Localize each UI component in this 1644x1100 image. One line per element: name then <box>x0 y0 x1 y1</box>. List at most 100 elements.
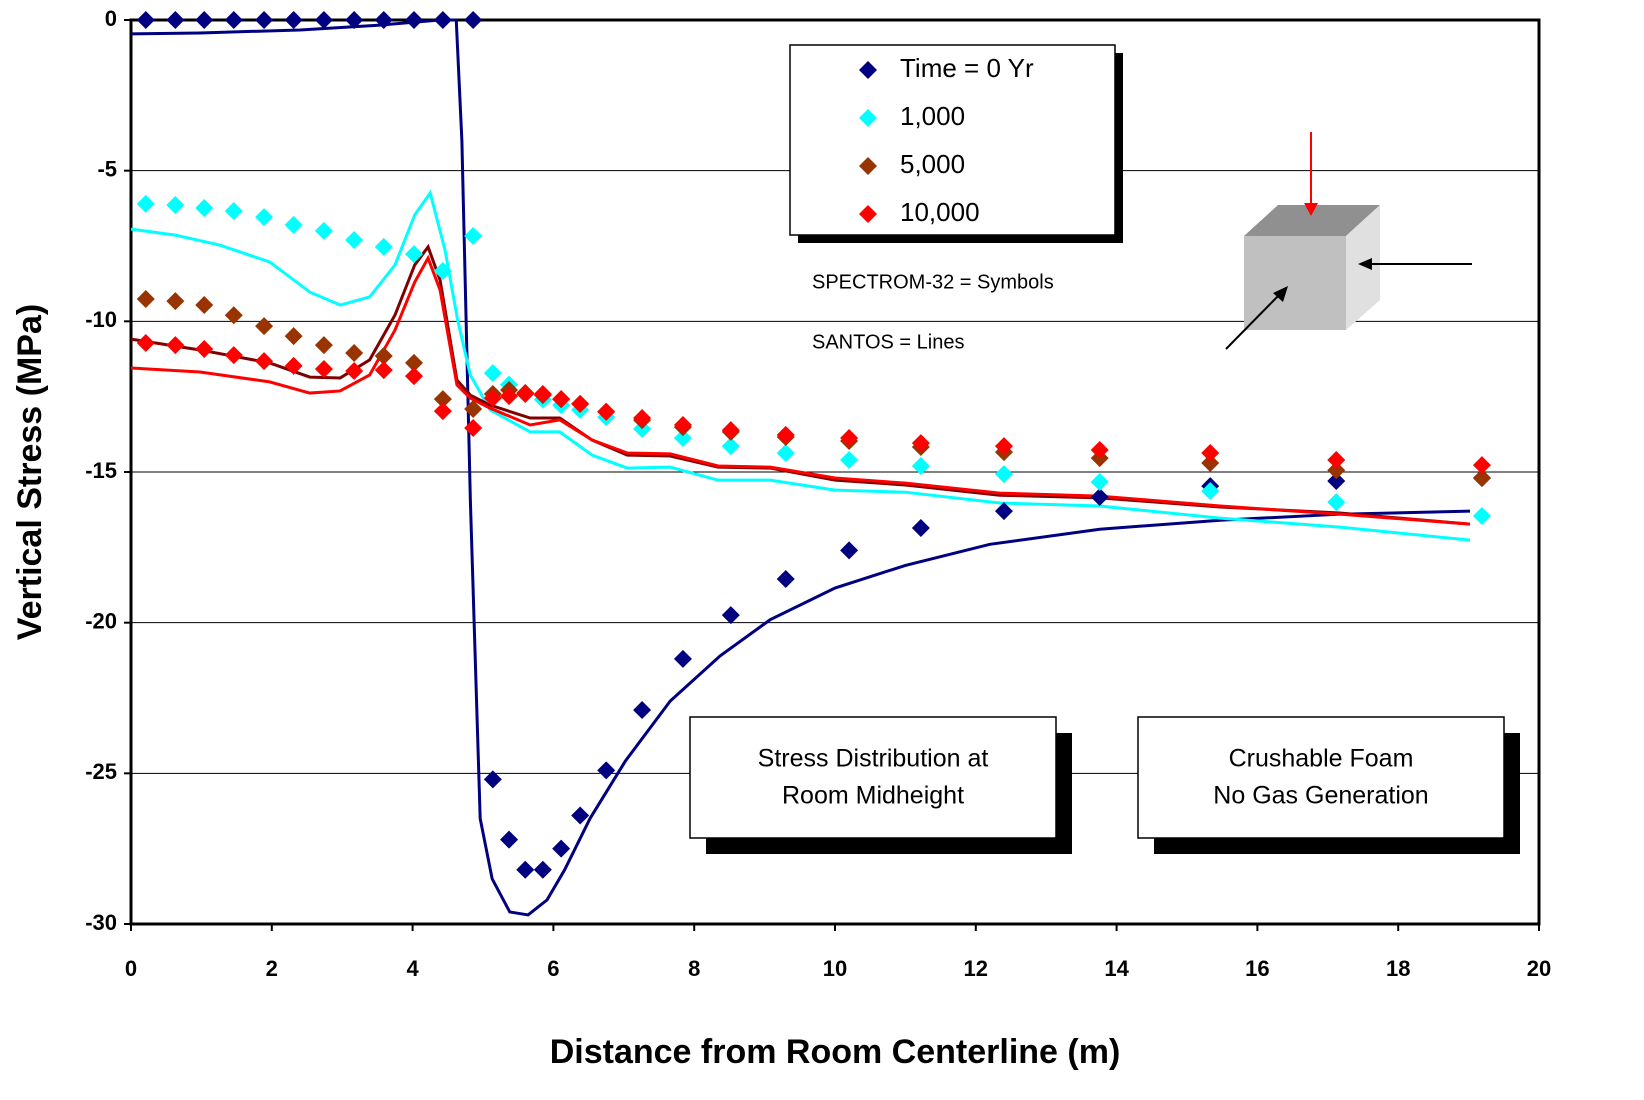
x-tick-label: 16 <box>1245 956 1269 981</box>
marker <box>1472 506 1491 525</box>
legend-label: Time = 0 Yr <box>900 53 1034 83</box>
marker <box>284 215 303 234</box>
x-tick-label: 20 <box>1527 956 1551 981</box>
y-tick-label: -15 <box>85 458 117 483</box>
marker <box>633 701 652 720</box>
marker <box>464 227 483 246</box>
marker <box>483 389 502 408</box>
marker <box>224 306 243 325</box>
marker <box>500 830 519 849</box>
marker <box>195 296 214 315</box>
marker <box>405 245 424 264</box>
marker <box>673 649 692 668</box>
cube-illustration <box>1225 132 1472 350</box>
marker <box>314 221 333 240</box>
marker <box>345 230 364 249</box>
marker <box>721 421 740 440</box>
x-tick-label: 12 <box>964 956 988 981</box>
plot-frame <box>129 18 1541 926</box>
marker <box>500 387 519 406</box>
marker <box>374 361 393 380</box>
x-tick-label: 0 <box>125 956 137 981</box>
marker <box>994 437 1013 456</box>
marker <box>1472 469 1491 488</box>
marker <box>345 362 364 381</box>
marker <box>166 196 185 215</box>
marker <box>633 409 652 428</box>
marker <box>374 11 393 29</box>
marker <box>255 317 274 336</box>
marker <box>224 346 243 365</box>
legend-label: 10,000 <box>900 197 980 227</box>
text-box <box>689 716 1057 839</box>
box-text: No Gas Generation <box>1213 782 1428 810</box>
marker <box>533 860 552 879</box>
arrow-head <box>1304 203 1318 216</box>
marker <box>533 384 552 403</box>
marker <box>597 402 616 421</box>
marker <box>136 290 155 309</box>
legend-label: 5,000 <box>900 149 965 179</box>
marker <box>374 346 393 365</box>
x-tick-label: 18 <box>1386 956 1410 981</box>
cube-side <box>1346 205 1380 330</box>
marker <box>994 502 1013 521</box>
marker <box>721 437 740 456</box>
marker <box>166 11 185 29</box>
marker <box>1327 472 1346 491</box>
annotation: SPECTROM-32 = Symbols <box>812 271 1054 293</box>
marker <box>1201 444 1220 463</box>
y-axis-title: Vertical Stress (MPa) <box>11 304 49 640</box>
marker <box>776 569 795 588</box>
y-tick-label: -10 <box>85 307 117 332</box>
marker <box>464 11 483 29</box>
marker <box>314 359 333 378</box>
y-tick-label: 0 <box>105 6 117 31</box>
marker <box>224 11 243 29</box>
x-tick-label: 4 <box>406 956 419 981</box>
marker <box>136 334 155 353</box>
x-tick-label: 2 <box>266 956 278 981</box>
marker <box>571 806 590 825</box>
marker <box>516 384 535 403</box>
marker <box>994 465 1013 484</box>
marker <box>136 11 155 29</box>
marker <box>433 11 452 29</box>
y-tick-label: -30 <box>85 910 117 935</box>
marker <box>405 367 424 386</box>
marker <box>195 11 214 29</box>
marker <box>464 419 483 438</box>
marker <box>1327 450 1346 469</box>
legend-label: 1,000 <box>900 101 965 131</box>
legend-marker <box>859 61 877 79</box>
marker <box>673 415 692 434</box>
marker <box>552 839 571 858</box>
marker <box>483 364 502 383</box>
marker <box>284 11 303 29</box>
marker <box>284 356 303 375</box>
box-text: Crushable Foam <box>1229 745 1414 773</box>
marker <box>166 336 185 355</box>
marker <box>195 340 214 359</box>
x-tick-label: 14 <box>1104 956 1129 981</box>
marker <box>314 11 333 29</box>
text-box <box>1137 716 1505 839</box>
marker <box>255 352 274 371</box>
marker <box>1327 493 1346 512</box>
marker <box>464 400 483 419</box>
legend-marker <box>859 157 877 175</box>
arrow-head <box>1358 258 1372 270</box>
marker <box>776 425 795 444</box>
marker <box>405 11 424 29</box>
legend-marker <box>859 109 877 127</box>
y-tick-label: -25 <box>85 759 117 784</box>
marker <box>516 860 535 879</box>
marker <box>433 262 452 281</box>
marker <box>1090 488 1109 507</box>
marker <box>314 336 333 355</box>
marker <box>483 770 502 789</box>
marker <box>345 343 364 362</box>
marker <box>1327 461 1346 480</box>
